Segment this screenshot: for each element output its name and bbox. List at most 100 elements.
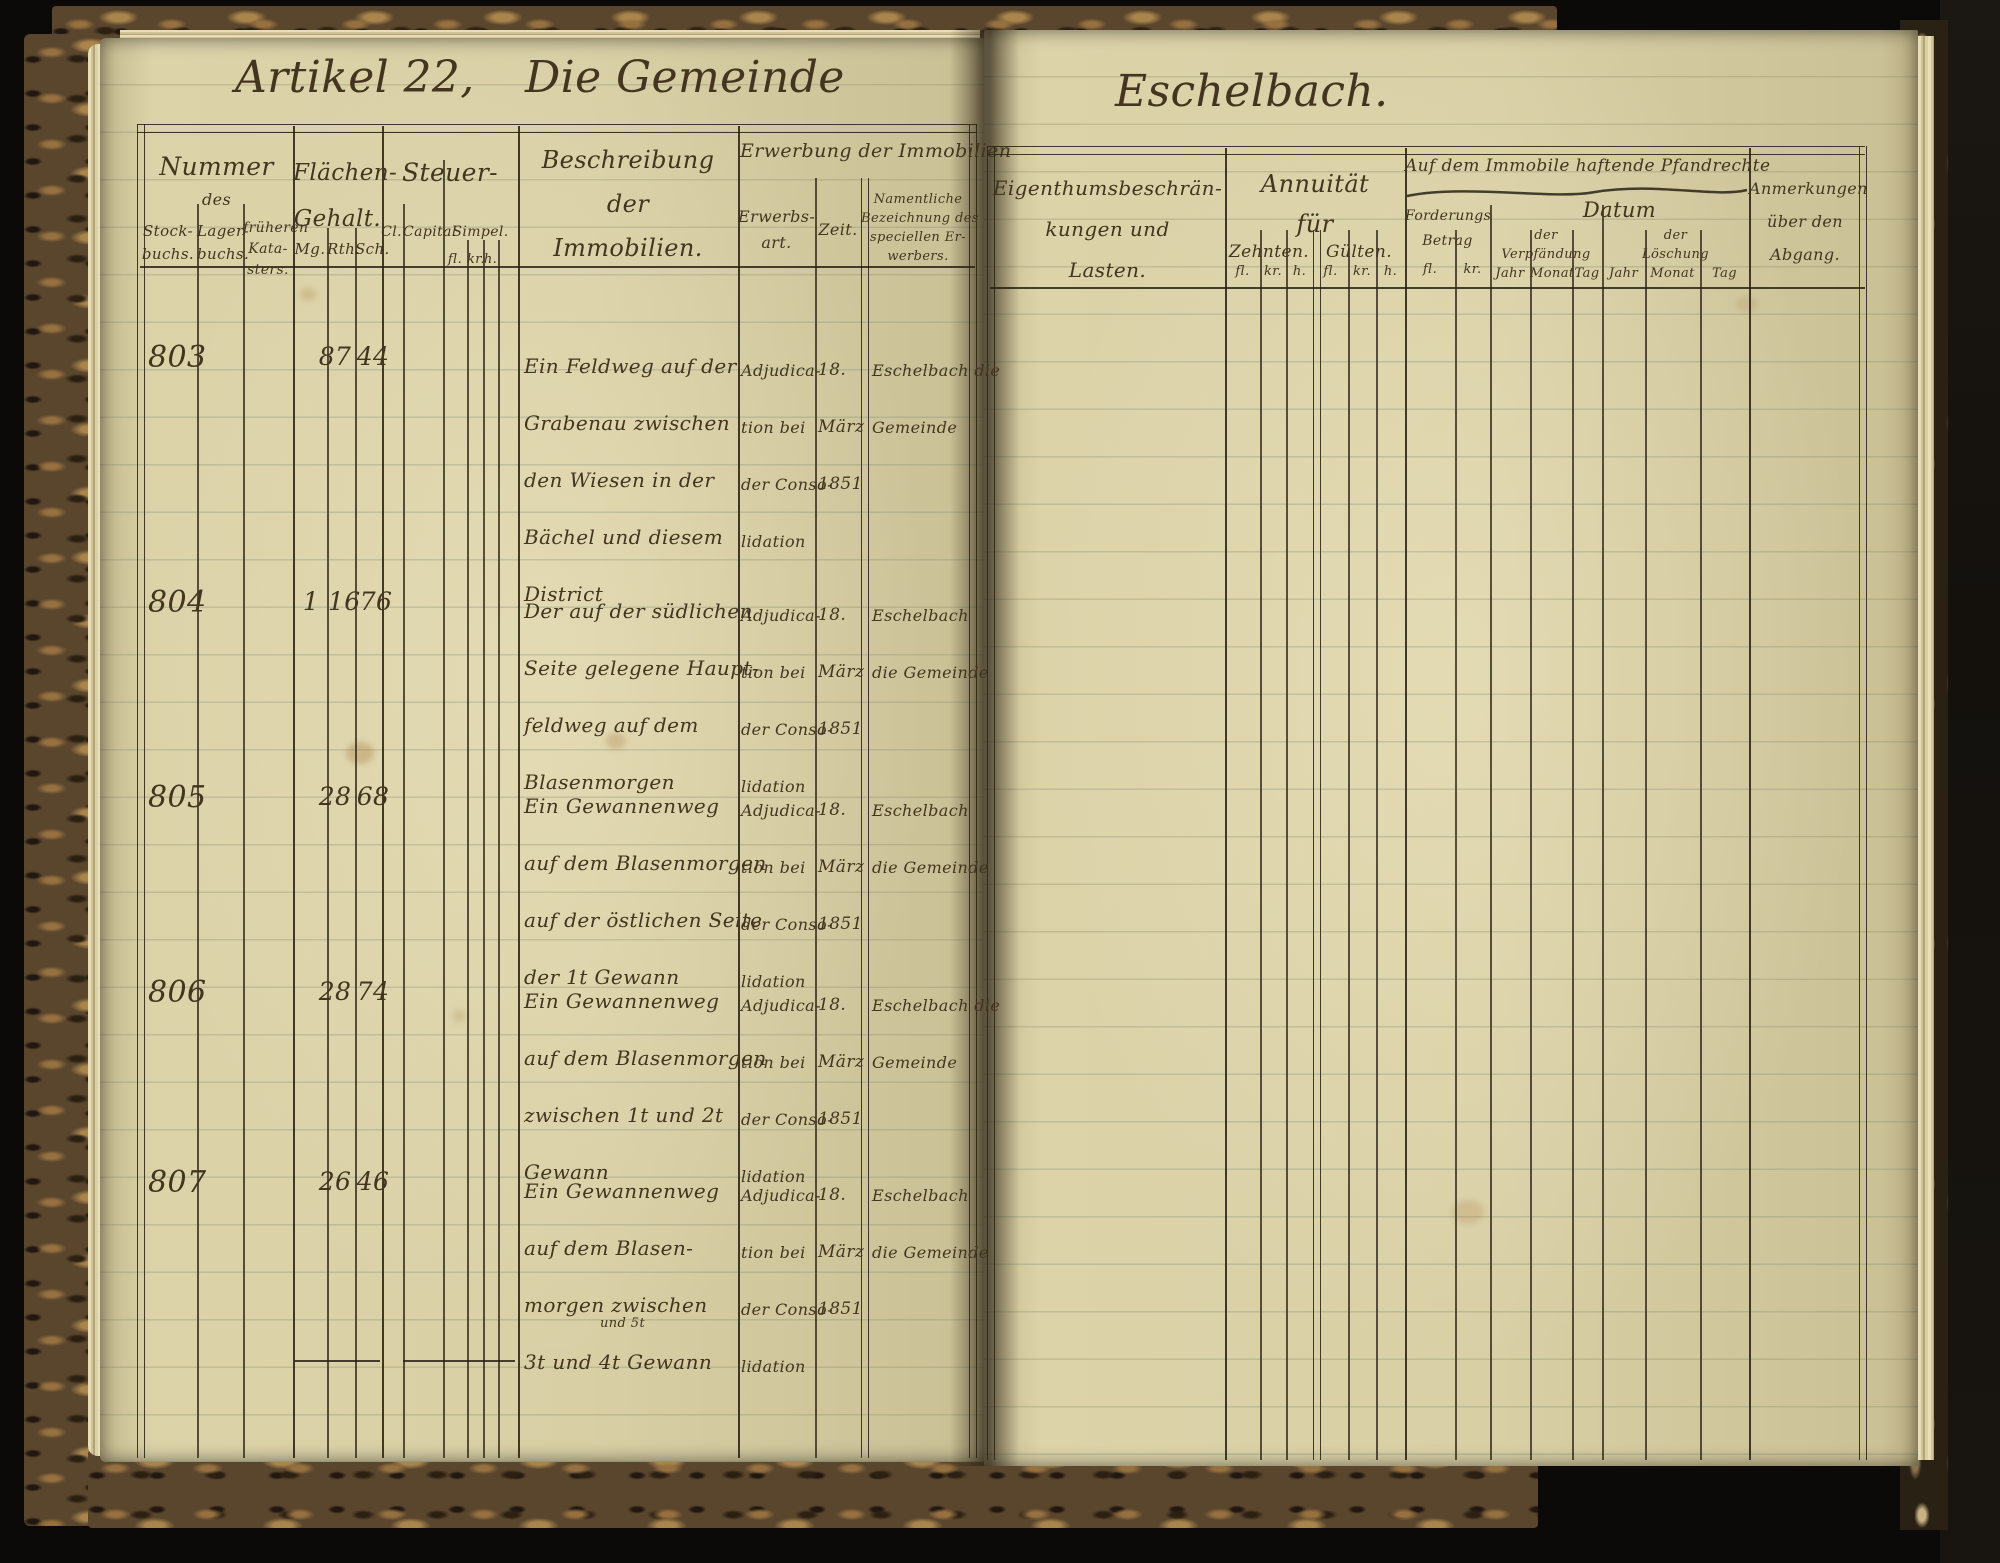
table-rule [738, 126, 741, 1458]
subcolumn-schuh: Sch. [355, 240, 390, 258]
right-page-title-place: Eschelbach. [1115, 66, 1389, 117]
entry-ruthen-value: 16 [328, 587, 361, 616]
table-rule [987, 146, 995, 1460]
column-group-pfandrechte: Auf dem Immobile haftende Pfandrechte [1405, 156, 1771, 176]
subcolumn-heller: h. [483, 252, 498, 267]
subcolumn-classe: Cl. [381, 224, 402, 240]
table-rule [443, 160, 445, 1458]
entry-erwerber: Eschelbach die Gemeinde [872, 996, 1001, 1072]
table-rule [987, 146, 1865, 155]
entry-morgen-value: 1 [302, 587, 320, 616]
subcolumn-heller: h. [1292, 264, 1307, 279]
subcolumn-tag: Tag [1574, 266, 1600, 281]
subcolumn-heller: h. [1383, 264, 1398, 279]
table-rule [1530, 230, 1532, 1460]
entry-ruthen-value: 87 [318, 342, 352, 371]
paper-stain [1736, 296, 1758, 312]
left-page-title-subject: Die Gemeinde [525, 52, 845, 103]
table-rule [1645, 230, 1647, 1460]
table-rule [498, 240, 500, 1458]
table-rule [137, 124, 977, 133]
subcolumn-gulden: fl. [447, 252, 463, 267]
table-rule [1700, 230, 1702, 1460]
column-header-nummer-des: des [201, 190, 232, 209]
entry-zeit: 18. März 1851 [818, 1185, 865, 1319]
column-header-lasten: Eigenthumsbeschrän-kungen und Lasten. [992, 176, 1223, 282]
entry-zeit: 18. März 1851 [818, 995, 865, 1129]
sum-rule-flaechengehalt [295, 1360, 380, 1362]
table-rule [1455, 230, 1457, 1460]
paper-stain [1452, 1200, 1484, 1224]
subcolumn-ruthen: Rth. [327, 240, 361, 258]
entry-erwerbsart: Adjudica-tion bei der Conso-lidation [741, 361, 833, 551]
subcolumn-kreuzer: kr. [467, 252, 485, 267]
column-header-erwerber: Namentliche Bezeichnung des speciellen Er-… [861, 192, 979, 264]
left-page-title-article: Artikel 22, [235, 52, 475, 103]
column-header-erwerbsart: Erwerbs-art. [738, 207, 816, 252]
subcolumn-capital: Capital [403, 224, 457, 240]
book-gutter-shadow [950, 30, 1020, 1466]
subcolumn-kreuzer: kr. [1463, 262, 1482, 277]
column-header-beschreibung: Beschreibung der Immobilien. [541, 146, 715, 262]
table-rule [1225, 148, 1228, 1460]
column-header-zeit: Zeit. [818, 220, 858, 239]
entry-schuh-value: 44 [356, 342, 390, 371]
leather-cover-right [1940, 0, 2000, 1563]
table-rule [1490, 205, 1492, 1460]
entry-interlinear-insertion: und 5t [600, 1316, 646, 1331]
table-rule [140, 266, 975, 268]
subcolumn-monat: Monat [1530, 266, 1575, 281]
entry-description: Ein Gewannenweg auf dem Blasenmorgen auf d… [524, 794, 767, 989]
table-rule [1376, 230, 1378, 1460]
column-header-loeschung: der Löschung [1641, 228, 1710, 262]
table-rule [403, 204, 405, 1458]
table-rule [1286, 230, 1288, 1460]
table-rule [327, 228, 329, 1458]
column-header-zehnten: Zehnten. [1228, 242, 1310, 262]
table-rule [1348, 230, 1350, 1460]
marbled-cover-bottom-band [88, 1450, 1538, 1528]
entry-description: Ein Gewannenweg auf dem Blasen-morgen zwi… [524, 1179, 720, 1374]
table-rule [969, 124, 977, 1458]
column-group-datum: Datum [1582, 198, 1657, 222]
right-page [984, 30, 1918, 1466]
entry-number: 805 [148, 780, 207, 815]
entry-erwerbsart: Adjudica-tion bei der Conso-lidation [741, 801, 833, 991]
entry-ruthen-value: 28 [318, 977, 352, 1006]
subcolumn-jahr: Jahr [1608, 266, 1639, 281]
paper-stain [300, 288, 316, 301]
table-rule [861, 178, 869, 1458]
entry-description: Ein Gewannenweg auf dem Blasenmorgen zwisc… [524, 989, 767, 1184]
table-rule [518, 126, 521, 1458]
entry-erwerber: Eschelbach die Gemeinde [872, 606, 989, 682]
table-rule [1859, 146, 1867, 1460]
sum-rule-steuer [403, 1360, 515, 1362]
table-rule [1260, 230, 1262, 1460]
table-rule [1405, 148, 1408, 1460]
entry-ruthen-value: 26 [318, 1167, 352, 1196]
entry-erwerber: Eschelbach die Gemeinde [872, 801, 989, 877]
entry-schuh-value: 74 [356, 977, 390, 1006]
subcolumn-morgen: Mg. [294, 240, 326, 258]
subcolumn-tag: Tag [1712, 266, 1737, 281]
subcolumn-gulden: fl. [1323, 264, 1338, 279]
entry-number: 804 [148, 585, 207, 620]
column-group-annuitaet: Annuität für [1260, 170, 1370, 238]
entry-schuh-value: 46 [356, 1167, 390, 1196]
entry-description: Der auf der südlichen Seite gelegene Haup… [524, 599, 759, 794]
entry-number: 806 [148, 975, 207, 1010]
entry-erwerbsart: Adjudica-tion bei der Conso-lidation [741, 996, 833, 1186]
column-header-guelten: Gülten. [1325, 242, 1392, 262]
table-rule [293, 126, 296, 1458]
pfandrechte-brace [1406, 187, 1748, 198]
table-rule [467, 240, 469, 1458]
column-header-steuer: Steuer- [401, 158, 499, 187]
table-rule [1749, 148, 1752, 1460]
table-rule [815, 178, 817, 1458]
paper-stain [346, 742, 374, 764]
column-header-lagerbuchs: Lager-buchs. [197, 222, 250, 263]
column-header-forderungsbetrag: Forderungs Betrag [1405, 208, 1492, 249]
entry-zeit: 18. März 1851 [818, 360, 865, 494]
subcolumn-kreuzer: kr. [1264, 264, 1282, 279]
subcolumn-gulden: fl. [1235, 264, 1250, 279]
